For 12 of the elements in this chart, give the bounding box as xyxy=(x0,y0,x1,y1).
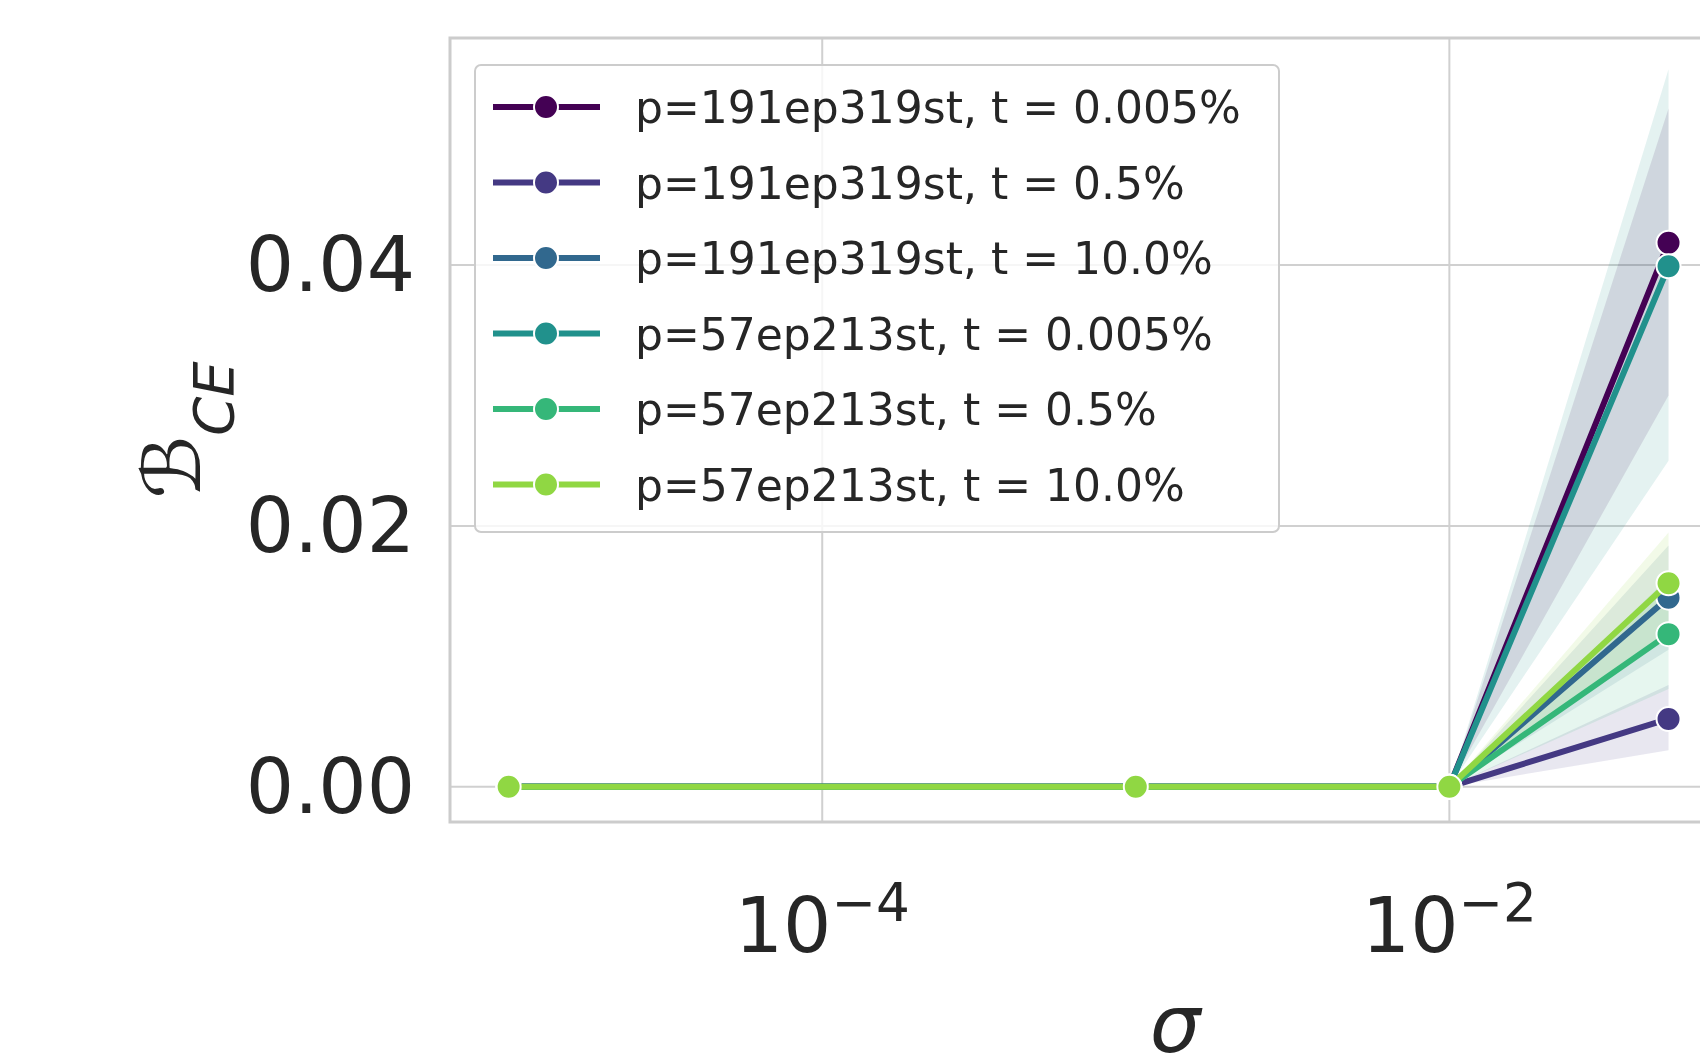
legend-label: p=57ep213st, t = 0.5% xyxy=(635,384,1157,435)
legend-label: p=191ep319st, t = 0.005% xyxy=(635,82,1241,133)
legend-label: p=191ep319st, t = 0.5% xyxy=(635,157,1185,209)
legend-label: p=57ep213st, t = 10.0% xyxy=(635,459,1185,511)
y-tick-label: 0.02 xyxy=(245,480,415,570)
x-tick-label: 10$^{−4}$ xyxy=(734,872,910,970)
y-tick-label: 0.04 xyxy=(245,219,415,309)
y-tick-label: 0.00 xyxy=(245,741,415,831)
x-axis-title: σ xyxy=(1149,978,1203,1059)
x-tick-label: 10$^{−2}$ xyxy=(1361,872,1537,970)
legend-label: p=57ep213st, t = 0.005% xyxy=(635,308,1213,360)
legend-label: p=191ep319st, t = 10.0% xyxy=(635,233,1213,284)
